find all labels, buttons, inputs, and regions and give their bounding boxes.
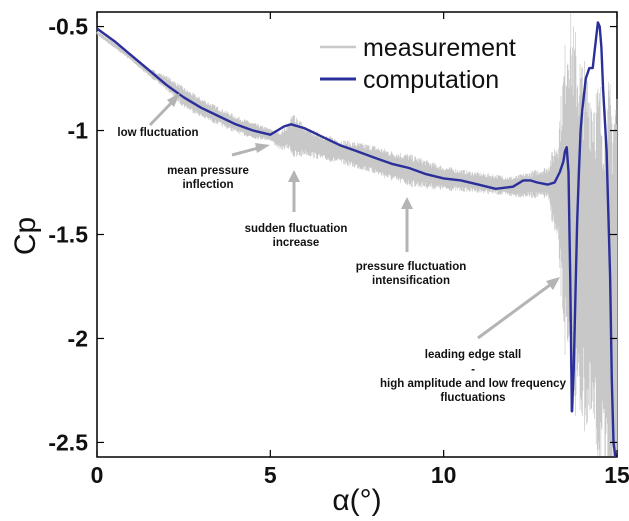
arrow-leading-edge-stall [477, 280, 555, 340]
arrowhead-leading-edge-stall [546, 277, 560, 290]
annotation-leading-edge-line4: fluctuations [440, 392, 505, 404]
y-tick-label: -2 [68, 325, 88, 351]
y-tick-label: -1 [68, 118, 89, 144]
legend: measurement computation [320, 34, 516, 94]
y-tick-label: -2.5 [48, 429, 88, 455]
x-axis-label: α(°) [332, 484, 381, 517]
x-tick-label: 5 [264, 462, 277, 488]
y-tick-label: -0.5 [48, 14, 88, 40]
computation-series [96, 21, 617, 458]
arrowhead-pressure-intensification [401, 197, 413, 209]
plot-area-frame [96, 11, 618, 458]
annotation-leading-edge-line3: high amplitude and low frequency [380, 378, 567, 390]
legend-label-computation: computation [363, 66, 499, 94]
arrowhead-low-fluctuation [167, 93, 180, 107]
annotation-sudden-fluctuation-line2: increase [273, 237, 320, 249]
annotation-pressure-intensification-line1: pressure fluctuation [356, 261, 467, 273]
annotation-arrows [148, 93, 560, 340]
x-tick-label: 10 [431, 462, 457, 488]
annotation-low-fluctuation: low fluctuation [117, 127, 198, 139]
y-tick-label: -1.5 [48, 222, 88, 248]
annotations: low fluctuation mean pressure inflection… [117, 127, 566, 404]
annotation-pressure-intensification-line2: intensification [372, 275, 450, 287]
computation-line [96, 21, 617, 458]
legend-label-measurement: measurement [363, 34, 516, 62]
axis-ticks: 0 5 10 15 -0.5 -1 -1.5 -2 -2.5 [48, 12, 629, 488]
arrowhead-sudden-fluctuation [288, 170, 300, 182]
arrowhead-mean-pressure-inflection [255, 143, 270, 153]
annotation-mean-pressure-line1: mean pressure [167, 165, 249, 177]
annotation-mean-pressure-line2: inflection [182, 179, 233, 191]
annotation-sudden-fluctuation-line1: sudden fluctuation [245, 223, 348, 235]
annotation-leading-edge-line1: leading edge stall [425, 349, 522, 361]
annotation-leading-edge-line2: - [471, 364, 475, 376]
x-tick-label: 0 [91, 462, 104, 488]
y-axis-label: Cp [9, 217, 42, 255]
x-tick-label: 15 [604, 462, 629, 488]
